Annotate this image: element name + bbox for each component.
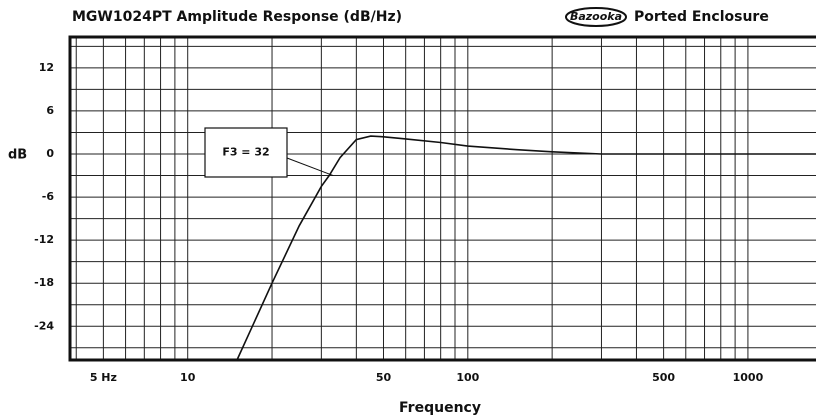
x-tick-label: 5 Hz [90,371,117,384]
x-tick-label: 500 [652,371,675,384]
y-tick-label: 12 [39,61,54,74]
x-tick-label: 50 [376,371,392,384]
x-tick-label: 1000 [733,371,764,384]
y-tick-label: -24 [34,319,54,332]
y-axis-label: dB [8,148,27,163]
y-tick-label: 0 [46,147,54,160]
chart-subtitle: Ported Enclosure [634,9,769,25]
plot-frame [68,35,816,362]
y-tick-label: 6 [46,104,54,117]
chart-title: MGW1024PT Amplitude Response (dB/Hz) [72,9,402,25]
x-tick-label: 100 [456,371,479,384]
logo-text: Bazooka [570,10,622,23]
y-tick-label: -12 [34,233,54,246]
y-tick-label: -6 [42,190,55,203]
y-tick-label: -18 [34,276,54,289]
annotation-text: F3 = 32 [222,146,269,159]
logo: Bazooka [565,7,627,27]
response-line [236,135,816,361]
annotation-leader [286,157,334,176]
x-tick-label: 10 [180,371,196,384]
annotation-box [204,127,288,178]
logo-oval [565,7,627,27]
x-axis-label: Frequency [399,400,481,416]
